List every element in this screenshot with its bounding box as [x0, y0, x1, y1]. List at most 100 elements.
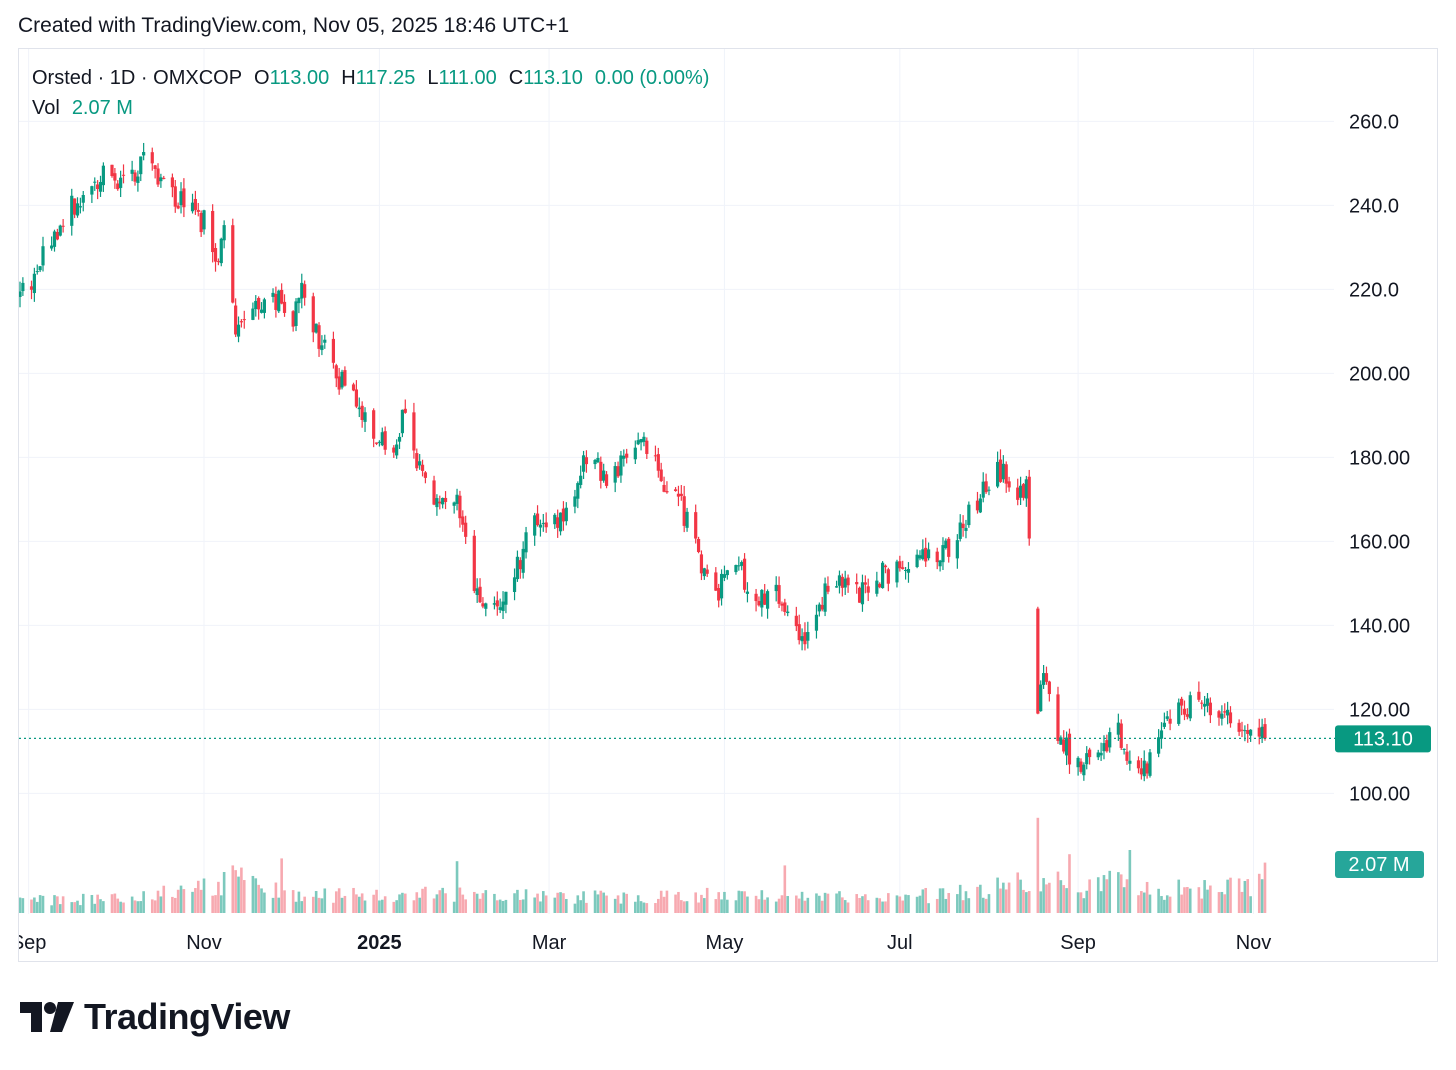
legend-high-label: H — [341, 67, 356, 89]
candle-body — [553, 514, 557, 525]
volume-bar — [1188, 888, 1192, 913]
candle-body — [742, 558, 747, 590]
volume-bar — [642, 902, 646, 913]
candle-body — [1208, 702, 1212, 716]
candle — [524, 526, 528, 559]
candle — [193, 190, 197, 215]
candle — [239, 319, 243, 328]
candle-body — [136, 176, 140, 183]
volume-bar — [240, 867, 243, 913]
volume-bar — [257, 884, 260, 913]
candle-body — [558, 512, 563, 532]
volume-bar — [585, 902, 588, 913]
volume-bar — [878, 898, 882, 913]
chart-legend: Orsted · 1D · OMXCOP O113.00 H117.25 L111.0… — [32, 63, 709, 123]
candle-body — [1217, 711, 1221, 718]
chart-frame[interactable]: 260.0 240.0 220.0 200.00 180.00 160.00 140.00 1… — [18, 48, 1438, 962]
candle-body — [340, 371, 344, 388]
volume-bar — [1183, 887, 1186, 913]
candle — [400, 409, 405, 438]
volume-bar — [685, 901, 689, 913]
volume-bar — [1203, 880, 1206, 913]
candle — [478, 578, 482, 603]
candle-body — [1105, 740, 1109, 752]
axis-tags: 113.10 2.07 M — [1335, 725, 1431, 878]
candle — [55, 228, 59, 241]
volume-bar — [162, 885, 166, 913]
volume-bar — [662, 896, 666, 913]
volume-bar — [352, 887, 355, 913]
candle — [75, 197, 80, 218]
volume-bar — [826, 893, 830, 913]
candle — [938, 559, 942, 572]
volume-bar — [1240, 891, 1244, 913]
candle-body — [121, 174, 126, 176]
volume-bar — [887, 893, 890, 913]
volume-bar — [179, 885, 183, 913]
candle-body — [1119, 723, 1123, 748]
volume-bar — [297, 891, 301, 913]
candle-body — [196, 209, 200, 212]
candle-body — [967, 504, 971, 526]
candle-body — [418, 461, 422, 466]
volume-bar — [524, 889, 528, 913]
candle — [52, 229, 57, 252]
volume-bar — [846, 902, 850, 913]
candle-body — [604, 474, 609, 486]
volume-bar — [1237, 878, 1241, 913]
candle — [1203, 695, 1207, 717]
candle-body — [642, 436, 646, 442]
volume-bar — [357, 896, 361, 913]
volume-bar — [398, 894, 401, 913]
candle — [921, 539, 925, 561]
candle-body — [354, 389, 359, 407]
tradingview-logo[interactable]: TradingView — [20, 996, 290, 1038]
candle — [561, 501, 566, 531]
candle-body — [182, 188, 186, 208]
candle-body — [478, 586, 482, 603]
volume-bar — [444, 893, 447, 913]
candle-body — [501, 601, 505, 611]
candle — [219, 237, 223, 267]
candle-body — [1168, 718, 1172, 724]
candle — [1036, 606, 1040, 715]
volume-bar — [714, 899, 718, 913]
candle-body — [119, 177, 123, 188]
volume-bar — [559, 892, 562, 913]
candle-body — [199, 212, 203, 233]
candle — [699, 550, 704, 581]
candle — [418, 454, 422, 470]
candle-body — [906, 568, 911, 573]
candle — [1139, 757, 1143, 780]
volume-bar — [921, 889, 925, 913]
candle — [944, 538, 948, 550]
candle — [558, 512, 563, 536]
volume-bar — [987, 894, 991, 913]
volume-bar — [556, 892, 559, 913]
volume-bar — [171, 896, 174, 913]
volume-bar — [1220, 891, 1224, 913]
candle-body — [757, 601, 761, 606]
volume-bar — [1007, 882, 1011, 913]
candle — [1217, 709, 1221, 726]
candle-body — [754, 593, 758, 602]
candle — [262, 297, 266, 319]
volume-bar — [947, 893, 951, 913]
candle — [96, 180, 100, 200]
volume-bar — [783, 865, 787, 913]
candle — [800, 628, 804, 651]
candle-body — [222, 225, 226, 241]
volume-bar — [237, 876, 240, 913]
candle-body — [984, 481, 988, 493]
candle-body — [464, 522, 468, 537]
y-tick-label: 240.0 — [1349, 195, 1399, 217]
candle — [1105, 734, 1109, 753]
volume-bar — [1257, 873, 1261, 913]
candle-body — [193, 198, 197, 210]
candle-body — [653, 455, 658, 457]
candle-body — [90, 186, 94, 195]
candle — [1024, 475, 1028, 507]
candlestick-chart[interactable]: 260.0 240.0 220.0 200.00 180.00 160.00 140.00 1… — [19, 49, 1439, 963]
candle — [639, 438, 643, 451]
candle-body — [159, 177, 163, 182]
